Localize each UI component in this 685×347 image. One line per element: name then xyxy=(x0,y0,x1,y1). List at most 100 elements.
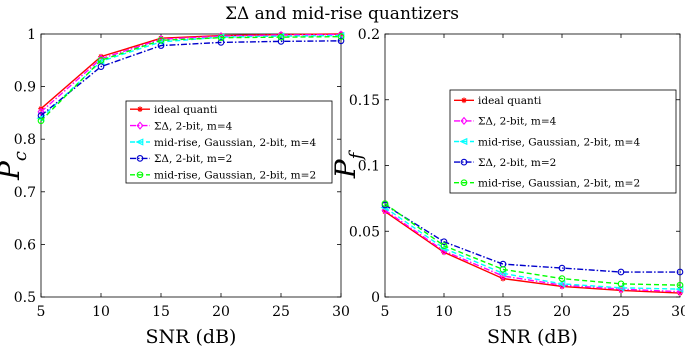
data-point xyxy=(499,271,507,281)
y-tick-label: 0.15 xyxy=(349,93,380,109)
x-tick-label: 15 xyxy=(152,304,170,320)
legend: ideal quanti ΣΔ, 2-bit, m=4 mid-rise, Gaus… xyxy=(449,89,677,194)
legend-item: mid-rise, Gaussian, 2-bit, m=4 xyxy=(130,137,316,149)
y-axis-label-subscript: f xyxy=(346,149,367,161)
legend-label: ΣΔ, 2-bit, m=2 xyxy=(478,157,556,169)
x-tick-label: 30 xyxy=(671,304,685,320)
data-point xyxy=(557,280,566,288)
data-point xyxy=(97,63,105,70)
x-tick-label: 15 xyxy=(494,304,512,320)
data-point xyxy=(618,287,624,294)
data-point xyxy=(499,266,507,273)
y-axis-label-main: P xyxy=(329,158,362,179)
x-tick-label: 25 xyxy=(612,304,630,320)
legend-item: ideal quanti xyxy=(130,104,218,116)
data-point xyxy=(676,281,684,289)
series-line xyxy=(40,33,342,113)
legend-label: ideal quanti xyxy=(478,95,542,107)
data-point xyxy=(440,238,448,246)
y-tick-label: 0.6 xyxy=(14,237,36,253)
right-plot-pf: 5 10 15 20 25 30 0 0.05 0.1 0.15 0.2 SNR (dB) Pf idea… xyxy=(329,27,685,347)
legend-item: ΣΔ, 2-bit, m=4 xyxy=(454,116,557,128)
data-point xyxy=(37,117,45,125)
legend-marker xyxy=(460,179,468,187)
y-tick-label: 0.7 xyxy=(14,185,36,201)
x-tick-label: 30 xyxy=(332,304,350,320)
data-point xyxy=(97,56,105,64)
series-line xyxy=(384,203,681,286)
legend-marker xyxy=(135,138,144,146)
x-axis-label: SNR (dB) xyxy=(487,326,578,347)
legend-item: mid-rise, Gaussian, 2-bit, m=2 xyxy=(454,178,640,190)
series-line xyxy=(384,207,681,290)
legend-label: mid-rise, Gaussian, 2-bit, m=4 xyxy=(154,137,316,149)
legend-item: mid-rise, Gaussian, 2-bit, m=4 xyxy=(454,136,640,148)
x-tick-label: 20 xyxy=(553,304,571,320)
x-tick-label: 5 xyxy=(37,304,46,320)
legend-item: ΣΔ, 2-bit, m=4 xyxy=(130,120,233,132)
data-point xyxy=(98,53,104,60)
data-point xyxy=(676,268,684,276)
legend-marker xyxy=(137,106,143,112)
x-tick-label: 10 xyxy=(435,304,453,320)
x-tick-label: 5 xyxy=(381,304,390,320)
legend: ideal quanti ΣΔ, 2-bit, m=4 mid-rise, Gaus… xyxy=(125,100,333,184)
series-line xyxy=(384,204,680,273)
data-point xyxy=(157,36,165,44)
x-axis-label: SNR (dB) xyxy=(146,326,237,347)
legend-label: mid-rise, Gaussian, 2-bit, m=2 xyxy=(478,178,640,190)
data-point xyxy=(277,33,285,41)
x-tick-label: 20 xyxy=(212,304,230,320)
data-point xyxy=(381,200,389,207)
series-line xyxy=(40,35,342,122)
y-tick-label: 0.5 xyxy=(14,290,36,306)
y-tick-label: 0.8 xyxy=(14,132,36,148)
series-line xyxy=(40,34,342,119)
data-point xyxy=(559,283,565,290)
y-tick-label: 0.05 xyxy=(349,224,380,240)
y-axis-label-subscript: c xyxy=(10,151,31,161)
legend-marker xyxy=(136,155,144,162)
y-tick-label: 0.2 xyxy=(358,27,380,43)
data-point xyxy=(337,37,345,45)
legend-marker xyxy=(136,171,144,179)
data-point xyxy=(277,38,285,45)
legend-label: mid-rise, Gaussian, 2-bit, m=2 xyxy=(154,170,316,182)
legend-label: ΣΔ, 2-bit, m=2 xyxy=(154,153,232,165)
data-point xyxy=(617,280,625,288)
legend-item: mid-rise, Gaussian, 2-bit, m=2 xyxy=(130,170,316,182)
figure-title: ΣΔ and mid-rise quantizers xyxy=(225,4,459,24)
x-tick-label: 10 xyxy=(92,304,110,320)
legend-item: ΣΔ, 2-bit, m=2 xyxy=(130,153,232,165)
legend-item: ideal quanti xyxy=(454,95,542,107)
data-point xyxy=(441,249,447,256)
legend-label: ideal quanti xyxy=(154,104,218,116)
legend-marker xyxy=(459,137,468,146)
legend-marker xyxy=(460,158,468,166)
y-tick-label: 0 xyxy=(371,290,380,306)
data-point xyxy=(382,208,388,215)
series-line xyxy=(384,209,681,293)
y-axis-label-main: P xyxy=(0,160,26,181)
data-point xyxy=(558,264,566,272)
data-point xyxy=(158,35,164,42)
data-point xyxy=(440,242,448,250)
data-point xyxy=(217,39,225,46)
series-4 xyxy=(37,33,345,125)
y-tick-label: 0.1 xyxy=(358,159,380,175)
left-plot-pc: 5 10 15 20 25 30 0.5 0.6 0.7 0.8 0.9 1 SNR (dB) Pc ide… xyxy=(0,27,350,347)
legend-item: ΣΔ, 2-bit, m=2 xyxy=(454,157,556,169)
y-tick-label: 1 xyxy=(27,27,36,43)
x-tick-label: 25 xyxy=(272,304,290,320)
data-point xyxy=(617,268,625,276)
legend-marker xyxy=(461,97,467,104)
series-line xyxy=(384,210,681,294)
series-4 xyxy=(381,200,684,289)
legend-box xyxy=(449,89,677,194)
data-point xyxy=(337,33,345,40)
legend-marker xyxy=(136,121,144,130)
legend-box xyxy=(125,100,333,184)
data-point xyxy=(676,287,684,296)
data-point xyxy=(217,34,225,42)
